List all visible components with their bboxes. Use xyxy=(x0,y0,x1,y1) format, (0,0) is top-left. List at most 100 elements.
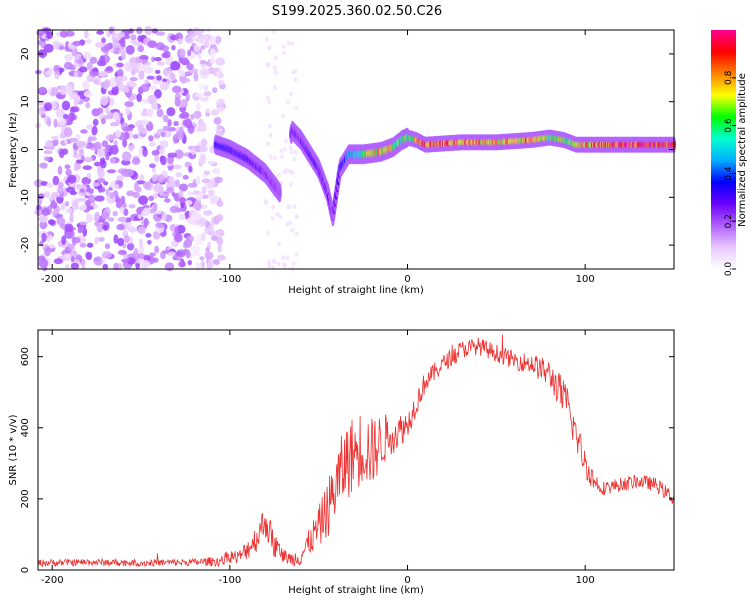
noise-cell xyxy=(161,81,166,87)
noise-cell xyxy=(158,147,166,155)
noise-cell xyxy=(121,258,130,263)
noise-cell xyxy=(37,198,42,205)
colorbar-tick-label: 0.6 xyxy=(724,118,734,133)
noise-cell xyxy=(65,168,72,177)
noise-cell xyxy=(83,90,93,98)
noise-cell xyxy=(46,182,54,188)
noise-cell xyxy=(138,195,149,205)
noise-cell xyxy=(171,45,176,51)
noise-cell xyxy=(175,172,183,178)
noise-cell xyxy=(44,102,53,112)
snr-frame xyxy=(37,329,675,571)
noise-cell xyxy=(184,35,195,44)
noise-cell xyxy=(138,238,144,247)
noise-cell xyxy=(157,185,165,195)
noise-cell xyxy=(127,228,138,233)
noise-cell xyxy=(210,48,216,58)
colorbar-label: Normalized spectral amplitude xyxy=(737,73,748,227)
spectrogram-x-label: Height of straight line (km) xyxy=(288,285,424,296)
noise-cell xyxy=(117,237,125,247)
noise-cell xyxy=(193,44,200,52)
noise-cell xyxy=(147,40,158,48)
noise-cell xyxy=(50,201,58,209)
noise-cell xyxy=(205,247,210,252)
noise-cell xyxy=(154,210,162,215)
noise-cell xyxy=(266,259,271,265)
noise-cell xyxy=(92,182,100,187)
noise-cell xyxy=(154,57,162,62)
noise-cell xyxy=(213,117,222,125)
noise-cell xyxy=(273,155,278,161)
noise-cell xyxy=(91,125,98,136)
noise-cell xyxy=(86,124,93,130)
noise-cell xyxy=(201,232,206,242)
noise-cell xyxy=(282,262,286,268)
noise-cell xyxy=(171,85,182,94)
noise-cell xyxy=(38,86,47,94)
noise-cell xyxy=(112,210,118,217)
noise-cell xyxy=(201,186,207,195)
noise-cell xyxy=(50,191,58,200)
noise-cell xyxy=(43,43,54,53)
noise-cell xyxy=(112,39,119,49)
noise-cell xyxy=(294,105,299,111)
noise-cell xyxy=(151,56,156,63)
noise-cell xyxy=(159,140,169,149)
noise-cell xyxy=(73,98,78,108)
noise-cell xyxy=(186,63,194,71)
noise-cell xyxy=(209,57,216,64)
noise-cell xyxy=(174,149,184,159)
noise-cell xyxy=(59,67,65,73)
noise-cell xyxy=(94,211,100,221)
snr-x-tick-label: 0 xyxy=(404,575,410,586)
noise-cell xyxy=(73,161,79,172)
noise-cell xyxy=(151,149,160,156)
snr-y-tick-label: 400 xyxy=(20,418,31,437)
noise-cell xyxy=(268,154,273,160)
noise-cell xyxy=(108,217,115,222)
noise-cell xyxy=(142,147,148,157)
noise-cell xyxy=(207,258,215,268)
noise-cell xyxy=(216,98,226,108)
noise-cell xyxy=(271,258,276,264)
noise-cell xyxy=(52,210,58,217)
noise-cell xyxy=(59,85,67,96)
noise-cell xyxy=(94,236,99,245)
noise-cell xyxy=(88,194,96,204)
snr-x-tick-label: -200 xyxy=(41,575,64,586)
noise-cell xyxy=(149,252,156,257)
noise-cell xyxy=(290,227,295,233)
noise-cell xyxy=(203,170,211,175)
noise-cell xyxy=(64,30,75,37)
noise-cell xyxy=(266,230,270,236)
noise-cell xyxy=(86,172,92,179)
noise-cell xyxy=(84,30,89,39)
noise-cell xyxy=(216,200,224,207)
noise-cell xyxy=(200,63,208,69)
noise-cell xyxy=(97,178,106,183)
noise-cell xyxy=(98,187,106,193)
noise-cell xyxy=(275,211,280,217)
noise-cell xyxy=(154,245,160,254)
noise-cell xyxy=(82,80,90,90)
noise-cell xyxy=(184,118,192,129)
noise-cell xyxy=(53,118,58,128)
noise-cell xyxy=(143,181,152,190)
noise-cell xyxy=(154,155,160,163)
noise-cell xyxy=(138,70,145,80)
noise-cell xyxy=(160,131,166,138)
noise-cell xyxy=(70,256,75,263)
noise-cell xyxy=(196,193,204,201)
noise-cell xyxy=(103,181,109,186)
noise-cell xyxy=(132,134,139,139)
noise-cell xyxy=(85,102,91,109)
noise-cell xyxy=(185,249,191,259)
spectrogram-y-tick-label: 10 xyxy=(20,95,31,108)
noise-cell xyxy=(197,121,207,131)
noise-cell xyxy=(79,221,88,226)
noise-cell xyxy=(215,168,221,175)
noise-cell xyxy=(69,213,74,224)
noise-cell xyxy=(162,114,169,123)
